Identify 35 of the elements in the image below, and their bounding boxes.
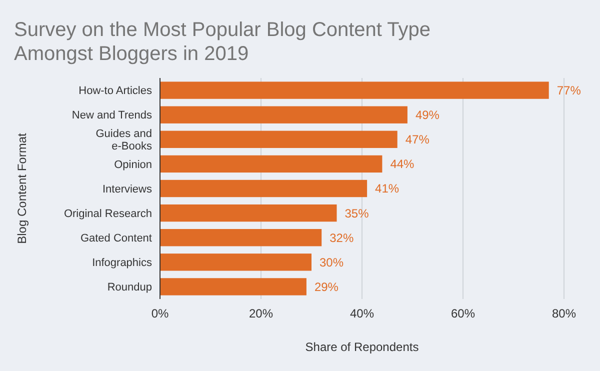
bar bbox=[160, 82, 549, 99]
x-tick-label: 40% bbox=[350, 306, 374, 321]
bar bbox=[160, 254, 312, 271]
bar bbox=[160, 180, 368, 198]
y-tick-label: Opinion bbox=[114, 158, 152, 171]
data-label: 77% bbox=[556, 83, 582, 98]
x-tick-label: 60% bbox=[450, 306, 476, 321]
bar bbox=[160, 155, 382, 173]
data-label: 35% bbox=[344, 206, 370, 220]
chart-title: Survey on the Most Popular Blog Content Type Amongst Bloggers in 2019 bbox=[14, 19, 431, 65]
bar bbox=[160, 229, 322, 246]
x-tick-label: 20% bbox=[248, 306, 274, 321]
y-tick-label: Original Research bbox=[64, 208, 152, 220]
y-tick-label: Infographics bbox=[92, 257, 152, 270]
data-label: 41% bbox=[375, 182, 400, 196]
bar bbox=[160, 106, 408, 124]
data-label: 47% bbox=[405, 132, 430, 147]
data-label: 49% bbox=[415, 108, 440, 122]
y-tick-label: Interviews bbox=[102, 183, 152, 196]
data-label: 44% bbox=[390, 157, 415, 172]
y-tick-label: Guides and e-Books bbox=[96, 128, 152, 152]
y-axis-title: Blog Content Format bbox=[15, 132, 29, 244]
y-tick-label: Roundup bbox=[107, 282, 152, 294]
x-tick-label: 80% bbox=[552, 306, 576, 321]
bar bbox=[160, 130, 398, 148]
x-axis-title: Share of Repondents bbox=[305, 340, 419, 354]
y-tick-label: New and Trends bbox=[72, 110, 152, 122]
bar bbox=[160, 278, 306, 296]
bar bbox=[160, 204, 337, 222]
x-tick-label: 0% bbox=[151, 306, 169, 321]
data-label: 29% bbox=[314, 280, 339, 294]
data-label: 30% bbox=[320, 255, 344, 270]
data-label: 32% bbox=[330, 230, 354, 245]
y-tick-label: How-to Articles bbox=[78, 85, 152, 98]
y-tick-label: Gated Content bbox=[80, 232, 152, 244]
